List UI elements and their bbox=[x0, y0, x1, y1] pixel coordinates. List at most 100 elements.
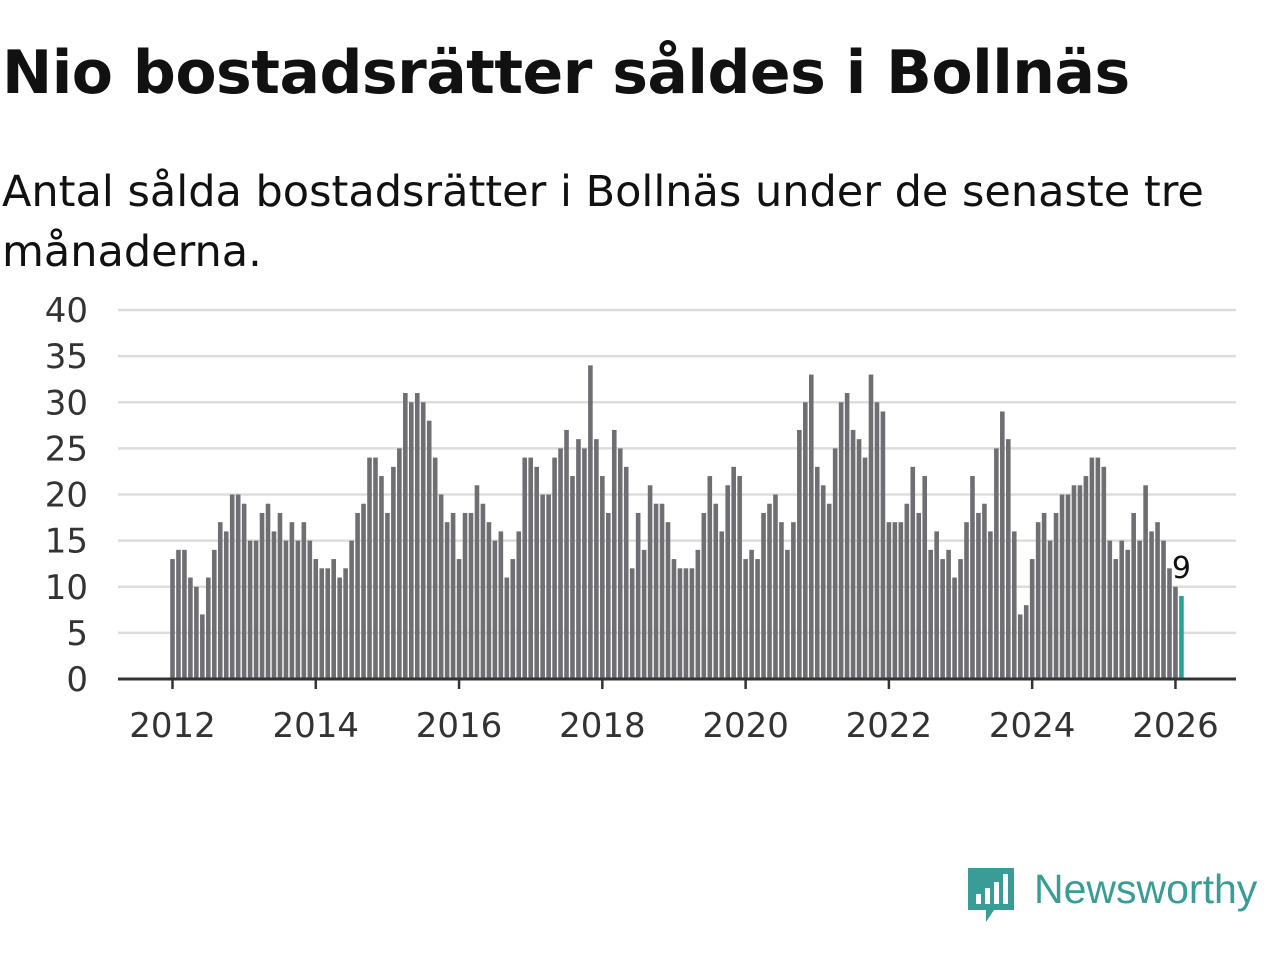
bar-98 bbox=[755, 559, 760, 679]
bar-156 bbox=[1101, 466, 1107, 679]
x-tick-label-2018: 2018 bbox=[559, 706, 646, 746]
bar-28 bbox=[337, 577, 342, 679]
y-tick-label-20: 20 bbox=[45, 476, 88, 516]
bar-135 bbox=[976, 512, 981, 679]
bar-80 bbox=[647, 485, 653, 679]
bar-134 bbox=[970, 476, 975, 679]
bar-123 bbox=[904, 503, 910, 679]
bar-139 bbox=[1000, 411, 1005, 679]
x-tick-label-2014: 2014 bbox=[273, 706, 360, 746]
bar-69 bbox=[582, 448, 587, 680]
bar-92 bbox=[719, 531, 725, 679]
bar-38 bbox=[397, 448, 402, 680]
bar-64 bbox=[552, 457, 557, 679]
bar-153 bbox=[1083, 476, 1089, 679]
bar-96 bbox=[743, 559, 748, 679]
bar-144 bbox=[1029, 559, 1035, 679]
bar-43 bbox=[426, 420, 432, 679]
bar-165 bbox=[1155, 522, 1160, 679]
bar-112 bbox=[838, 402, 844, 679]
bar-39 bbox=[403, 393, 408, 679]
bar-104 bbox=[791, 522, 796, 679]
bar-12 bbox=[241, 503, 247, 679]
y-tick-label-5: 5 bbox=[66, 614, 88, 654]
bar-55 bbox=[498, 531, 504, 679]
x-axis-ticks: 2012 2014 2016 2018 2020 2022 2024 2026 bbox=[129, 679, 1219, 746]
bar-106 bbox=[803, 402, 808, 679]
bar-3 bbox=[188, 577, 193, 679]
y-tick-label-10: 10 bbox=[45, 568, 88, 608]
bar-114 bbox=[850, 429, 856, 679]
bar-36 bbox=[385, 512, 390, 679]
bar-35 bbox=[379, 476, 384, 679]
bar-75 bbox=[617, 448, 623, 680]
bar-167 bbox=[1167, 568, 1172, 679]
bar-108 bbox=[814, 466, 820, 679]
bar-166 bbox=[1161, 540, 1166, 680]
bar-15 bbox=[259, 512, 265, 679]
y-tick-label-40: 40 bbox=[45, 291, 88, 331]
bar-74 bbox=[611, 429, 617, 679]
bar-145 bbox=[1035, 522, 1041, 679]
bar-65 bbox=[558, 448, 563, 680]
bar-130 bbox=[946, 549, 951, 679]
x-tick-label-2012: 2012 bbox=[129, 706, 216, 746]
bar-136 bbox=[982, 503, 987, 679]
bar-54 bbox=[492, 540, 498, 680]
bar-138 bbox=[994, 448, 999, 680]
bar-91 bbox=[713, 503, 719, 679]
y-axis-ticks: 0 5 10 15 20 25 30 35 40 bbox=[45, 291, 88, 700]
bar-168 bbox=[1173, 586, 1178, 679]
bar-146 bbox=[1041, 512, 1047, 679]
bar-2 bbox=[182, 549, 187, 679]
x-tick-label-2022: 2022 bbox=[846, 706, 933, 746]
bar-119 bbox=[880, 411, 886, 679]
bar-37 bbox=[391, 466, 396, 679]
bar-131 bbox=[952, 577, 957, 679]
bar-163 bbox=[1143, 485, 1148, 679]
bar-19 bbox=[283, 540, 289, 680]
bar-58 bbox=[516, 531, 522, 679]
bar-122 bbox=[898, 522, 904, 679]
bar-44 bbox=[432, 457, 438, 679]
bar-121 bbox=[892, 522, 898, 679]
newsworthy-logo-icon bbox=[968, 868, 1014, 922]
bar-76 bbox=[623, 466, 629, 679]
bar-147 bbox=[1047, 540, 1053, 680]
bar-157 bbox=[1107, 540, 1113, 680]
bar-7 bbox=[211, 549, 217, 679]
bar-40 bbox=[409, 402, 414, 679]
bar-86 bbox=[683, 568, 689, 679]
bar-57 bbox=[510, 559, 516, 679]
bar-6 bbox=[206, 577, 211, 679]
bar-154 bbox=[1089, 457, 1095, 679]
bar-79 bbox=[641, 549, 647, 679]
bar-61 bbox=[534, 466, 539, 679]
bar-60 bbox=[528, 457, 533, 679]
bar-25 bbox=[319, 568, 325, 679]
bar-120 bbox=[886, 522, 892, 679]
bar-89 bbox=[701, 512, 707, 679]
bar-27 bbox=[331, 559, 336, 679]
newsworthy-logo[interactable]: Newsworthy bbox=[962, 862, 1274, 932]
bar-33 bbox=[367, 457, 372, 679]
bar-118 bbox=[874, 402, 880, 679]
bar-133 bbox=[964, 522, 969, 679]
bar-78 bbox=[635, 512, 641, 679]
bar-103 bbox=[785, 549, 790, 679]
bar-127 bbox=[928, 549, 933, 679]
bar-87 bbox=[689, 568, 695, 679]
bar-24 bbox=[313, 559, 319, 679]
bar-21 bbox=[295, 540, 301, 680]
bar-160 bbox=[1125, 549, 1130, 679]
x-tick-label-2026: 2026 bbox=[1132, 706, 1219, 746]
y-tick-label-15: 15 bbox=[45, 522, 88, 562]
bar-143 bbox=[1023, 605, 1029, 679]
bar-117 bbox=[868, 374, 874, 679]
bar-26 bbox=[325, 568, 331, 679]
bar-42 bbox=[420, 402, 426, 679]
bar-111 bbox=[832, 448, 838, 680]
bar-63 bbox=[546, 494, 551, 679]
bar-102 bbox=[779, 522, 784, 679]
chart-svg: 0 5 10 15 20 25 30 35 40 2012 2014 2016 2018 2020 202… bbox=[45, 291, 1236, 746]
